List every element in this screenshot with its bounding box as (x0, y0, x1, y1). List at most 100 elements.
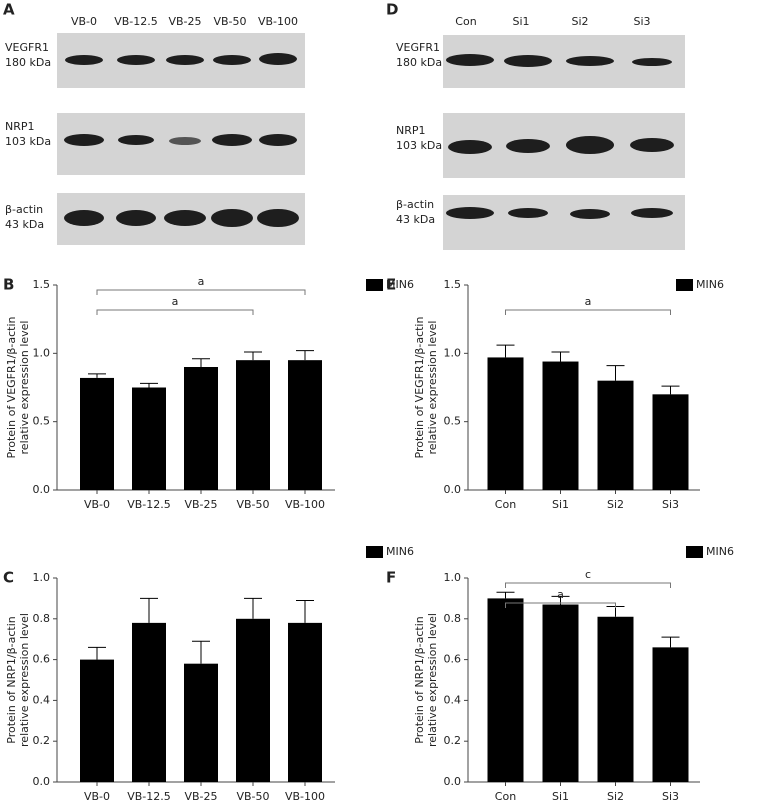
blot-a-image (57, 33, 305, 245)
bar (487, 357, 524, 490)
legend-label: MIN6 (696, 278, 724, 291)
x-tick-label: Con (495, 498, 516, 511)
x-tick-label: VB-25 (184, 790, 217, 803)
x-tick-label: Si1 (552, 790, 569, 803)
bar (597, 616, 634, 782)
y-axis-label: relative expression level (426, 613, 439, 747)
panel-label: B (3, 276, 14, 294)
legend-swatch (366, 279, 383, 291)
legend-swatch (676, 279, 693, 291)
y-tick-label: 0.0 (33, 483, 51, 496)
y-axis-label: relative expression level (18, 613, 31, 747)
lane-label: VB-50 (213, 15, 246, 28)
panel-label: F (386, 569, 396, 587)
legend-label: MIN6 (386, 278, 414, 291)
error-bar (606, 606, 625, 617)
y-tick-label: 1.0 (444, 346, 462, 359)
significance-bracket (96, 289, 306, 295)
y-axis-label: Protein of VEGFR1/β-actin (5, 317, 18, 459)
bar (80, 377, 114, 490)
bar (487, 598, 524, 782)
panel-label: A (3, 1, 15, 19)
legend-label: MIN6 (706, 545, 734, 558)
protein-size: 180 kDa (5, 56, 51, 69)
y-tick-label: 0.0 (444, 483, 462, 496)
x-tick-label: VB-50 (236, 498, 269, 511)
y-tick-label: 0.2 (33, 734, 51, 747)
error-bar (661, 636, 680, 648)
protein-size: 103 kDa (396, 139, 442, 152)
y-tick-label: 0.0 (444, 775, 462, 788)
bar (132, 622, 166, 782)
y-tick-label: 0.4 (33, 693, 51, 706)
y-tick-label: 1.0 (33, 346, 51, 359)
protein-name: VEGFR1 (5, 41, 49, 54)
y-tick-label: 0.6 (33, 653, 51, 666)
error-bar (88, 646, 106, 660)
protein-name: NRP1 (5, 120, 35, 133)
significance-bracket (505, 602, 616, 608)
x-tick-label: VB-50 (236, 790, 269, 803)
bar (184, 367, 218, 490)
x-tick-label: Si3 (662, 790, 679, 803)
lane-label: VB-0 (71, 15, 97, 28)
y-tick-label: 0.0 (33, 775, 51, 788)
bar (652, 647, 689, 782)
y-axis-label: Protein of VEGFR1/β-actin (413, 317, 426, 459)
bar (542, 361, 579, 490)
y-tick-label: 0.4 (444, 693, 462, 706)
x-tick-label: VB-12.5 (127, 498, 171, 511)
protein-size: 43 kDa (5, 218, 44, 231)
y-tick-label: 1.5 (33, 278, 51, 291)
protein-size: 43 kDa (396, 213, 435, 226)
bar (236, 360, 270, 490)
significance-bracket (96, 309, 254, 315)
lane-label: Con (455, 15, 476, 28)
y-tick-label: 1.5 (444, 278, 462, 291)
legend-label: MIN6 (386, 545, 414, 558)
error-bar (140, 597, 158, 623)
protein-size: 180 kDa (396, 56, 442, 69)
error-bar (551, 351, 570, 362)
error-bar (606, 365, 625, 381)
protein-size: 103 kDa (5, 135, 51, 148)
lane-label: Si2 (571, 15, 588, 28)
error-bar (296, 350, 314, 361)
error-bar (244, 351, 262, 361)
lane-label: Si3 (633, 15, 650, 28)
bar (80, 659, 114, 782)
x-tick-label: VB-0 (84, 498, 110, 511)
protein-name: NRP1 (396, 124, 426, 137)
x-tick-label: Si2 (607, 498, 624, 511)
lane-label: VB-100 (258, 15, 298, 28)
significance-label: a (557, 588, 564, 601)
y-axis-label: Protein of NRP1/β-actin (413, 616, 426, 744)
significance-bracket (505, 582, 671, 588)
significance-label: a (172, 295, 179, 308)
y-tick-label: 0.2 (444, 734, 462, 747)
panel-label: D (386, 1, 398, 19)
significance-label: a (585, 295, 592, 308)
x-tick-label: Si3 (662, 498, 679, 511)
y-axis-label: Protein of NRP1/β-actin (5, 616, 18, 744)
error-bar (661, 385, 680, 395)
protein-name: β-actin (5, 203, 43, 216)
y-tick-label: 0.8 (33, 612, 51, 625)
protein-name: β-actin (396, 198, 434, 211)
lane-label: Si1 (512, 15, 529, 28)
error-bar (496, 344, 515, 358)
y-tick-label: 0.6 (444, 653, 462, 666)
bar (652, 394, 689, 490)
significance-label: c (585, 568, 591, 581)
y-tick-label: 0.5 (33, 415, 51, 428)
x-tick-label: VB-12.5 (127, 790, 171, 803)
x-tick-label: VB-100 (285, 498, 325, 511)
x-tick-label: Con (495, 790, 516, 803)
error-bar (496, 591, 515, 599)
y-tick-label: 1.0 (33, 571, 51, 584)
bar (542, 604, 579, 782)
y-tick-label: 0.8 (444, 612, 462, 625)
protein-name: VEGFR1 (396, 41, 440, 54)
